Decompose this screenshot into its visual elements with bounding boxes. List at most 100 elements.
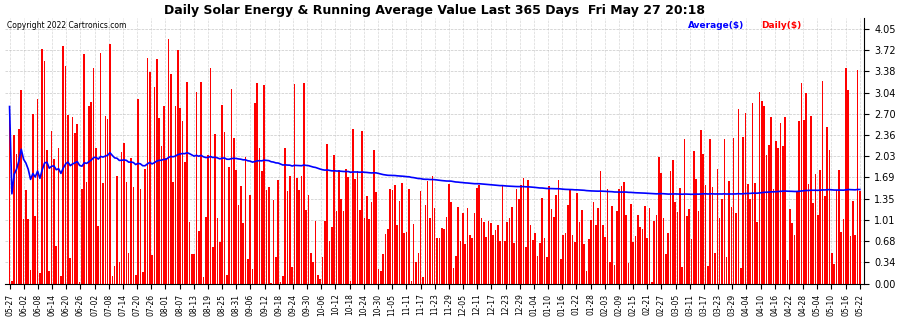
Bar: [567, 205, 569, 284]
Bar: [14, 135, 15, 284]
Bar: [492, 235, 494, 284]
Bar: [25, 190, 27, 284]
Bar: [798, 122, 800, 284]
Bar: [364, 218, 365, 284]
Bar: [791, 223, 793, 284]
Bar: [457, 207, 459, 284]
Bar: [744, 113, 746, 284]
Bar: [56, 246, 57, 284]
Bar: [726, 257, 727, 284]
Bar: [833, 264, 835, 284]
Bar: [97, 226, 99, 284]
Bar: [109, 44, 111, 284]
Bar: [536, 256, 538, 284]
Bar: [637, 215, 639, 284]
Bar: [525, 247, 526, 284]
Bar: [737, 109, 739, 284]
Bar: [368, 219, 370, 284]
Bar: [140, 189, 141, 284]
Bar: [747, 183, 749, 284]
Bar: [835, 190, 837, 284]
Bar: [605, 237, 606, 284]
Bar: [719, 218, 721, 284]
Bar: [427, 181, 428, 284]
Bar: [378, 269, 380, 284]
Bar: [495, 230, 496, 284]
Bar: [356, 171, 358, 284]
Bar: [674, 202, 676, 284]
Bar: [485, 236, 487, 284]
Bar: [167, 39, 169, 284]
Text: Copyright 2022 Cartronics.com: Copyright 2022 Cartronics.com: [6, 21, 126, 30]
Bar: [539, 243, 541, 284]
Bar: [53, 158, 55, 284]
Bar: [65, 66, 67, 284]
Bar: [333, 156, 335, 284]
Title: Daily Solar Energy & Running Average Value Last 365 Days  Fri May 27 20:18: Daily Solar Energy & Running Average Val…: [164, 4, 706, 17]
Bar: [79, 282, 80, 284]
Bar: [532, 239, 534, 284]
Bar: [623, 182, 625, 284]
Bar: [359, 211, 361, 284]
Bar: [599, 171, 601, 284]
Bar: [572, 235, 573, 284]
Bar: [238, 205, 239, 284]
Bar: [593, 202, 594, 284]
Bar: [95, 148, 97, 284]
Bar: [501, 186, 503, 284]
Bar: [130, 158, 131, 284]
Bar: [497, 225, 499, 284]
Bar: [553, 217, 554, 284]
Bar: [30, 270, 32, 284]
Bar: [630, 204, 632, 284]
Bar: [661, 173, 662, 284]
Bar: [845, 68, 847, 284]
Bar: [760, 100, 762, 284]
Bar: [156, 59, 158, 284]
Bar: [822, 81, 824, 284]
Bar: [787, 260, 788, 284]
Bar: [392, 190, 393, 284]
Bar: [555, 196, 557, 284]
Bar: [481, 219, 482, 284]
Bar: [794, 235, 796, 284]
Bar: [431, 177, 433, 284]
Bar: [72, 117, 74, 284]
Bar: [490, 223, 491, 284]
Bar: [409, 189, 410, 284]
Bar: [39, 273, 40, 284]
Bar: [429, 218, 431, 284]
Bar: [826, 127, 828, 284]
Bar: [205, 217, 207, 284]
Bar: [775, 141, 777, 284]
Bar: [123, 143, 125, 284]
Bar: [299, 190, 300, 284]
Bar: [223, 132, 225, 284]
Bar: [268, 188, 270, 284]
Bar: [854, 235, 856, 284]
Bar: [564, 233, 566, 284]
Bar: [345, 169, 346, 284]
Bar: [258, 148, 260, 284]
Bar: [34, 216, 36, 284]
Bar: [113, 266, 115, 284]
Bar: [721, 198, 723, 284]
Bar: [380, 271, 382, 284]
Bar: [504, 241, 506, 284]
Bar: [703, 154, 704, 284]
Bar: [58, 148, 59, 284]
Bar: [733, 138, 734, 284]
Bar: [529, 225, 531, 284]
Bar: [233, 138, 235, 284]
Bar: [551, 209, 553, 284]
Bar: [772, 189, 774, 284]
Bar: [829, 150, 831, 284]
Bar: [235, 171, 237, 284]
Bar: [249, 196, 251, 284]
Bar: [609, 262, 611, 284]
Bar: [728, 181, 730, 284]
Bar: [270, 283, 272, 284]
Bar: [616, 211, 617, 284]
Bar: [724, 139, 725, 284]
Bar: [814, 174, 816, 284]
